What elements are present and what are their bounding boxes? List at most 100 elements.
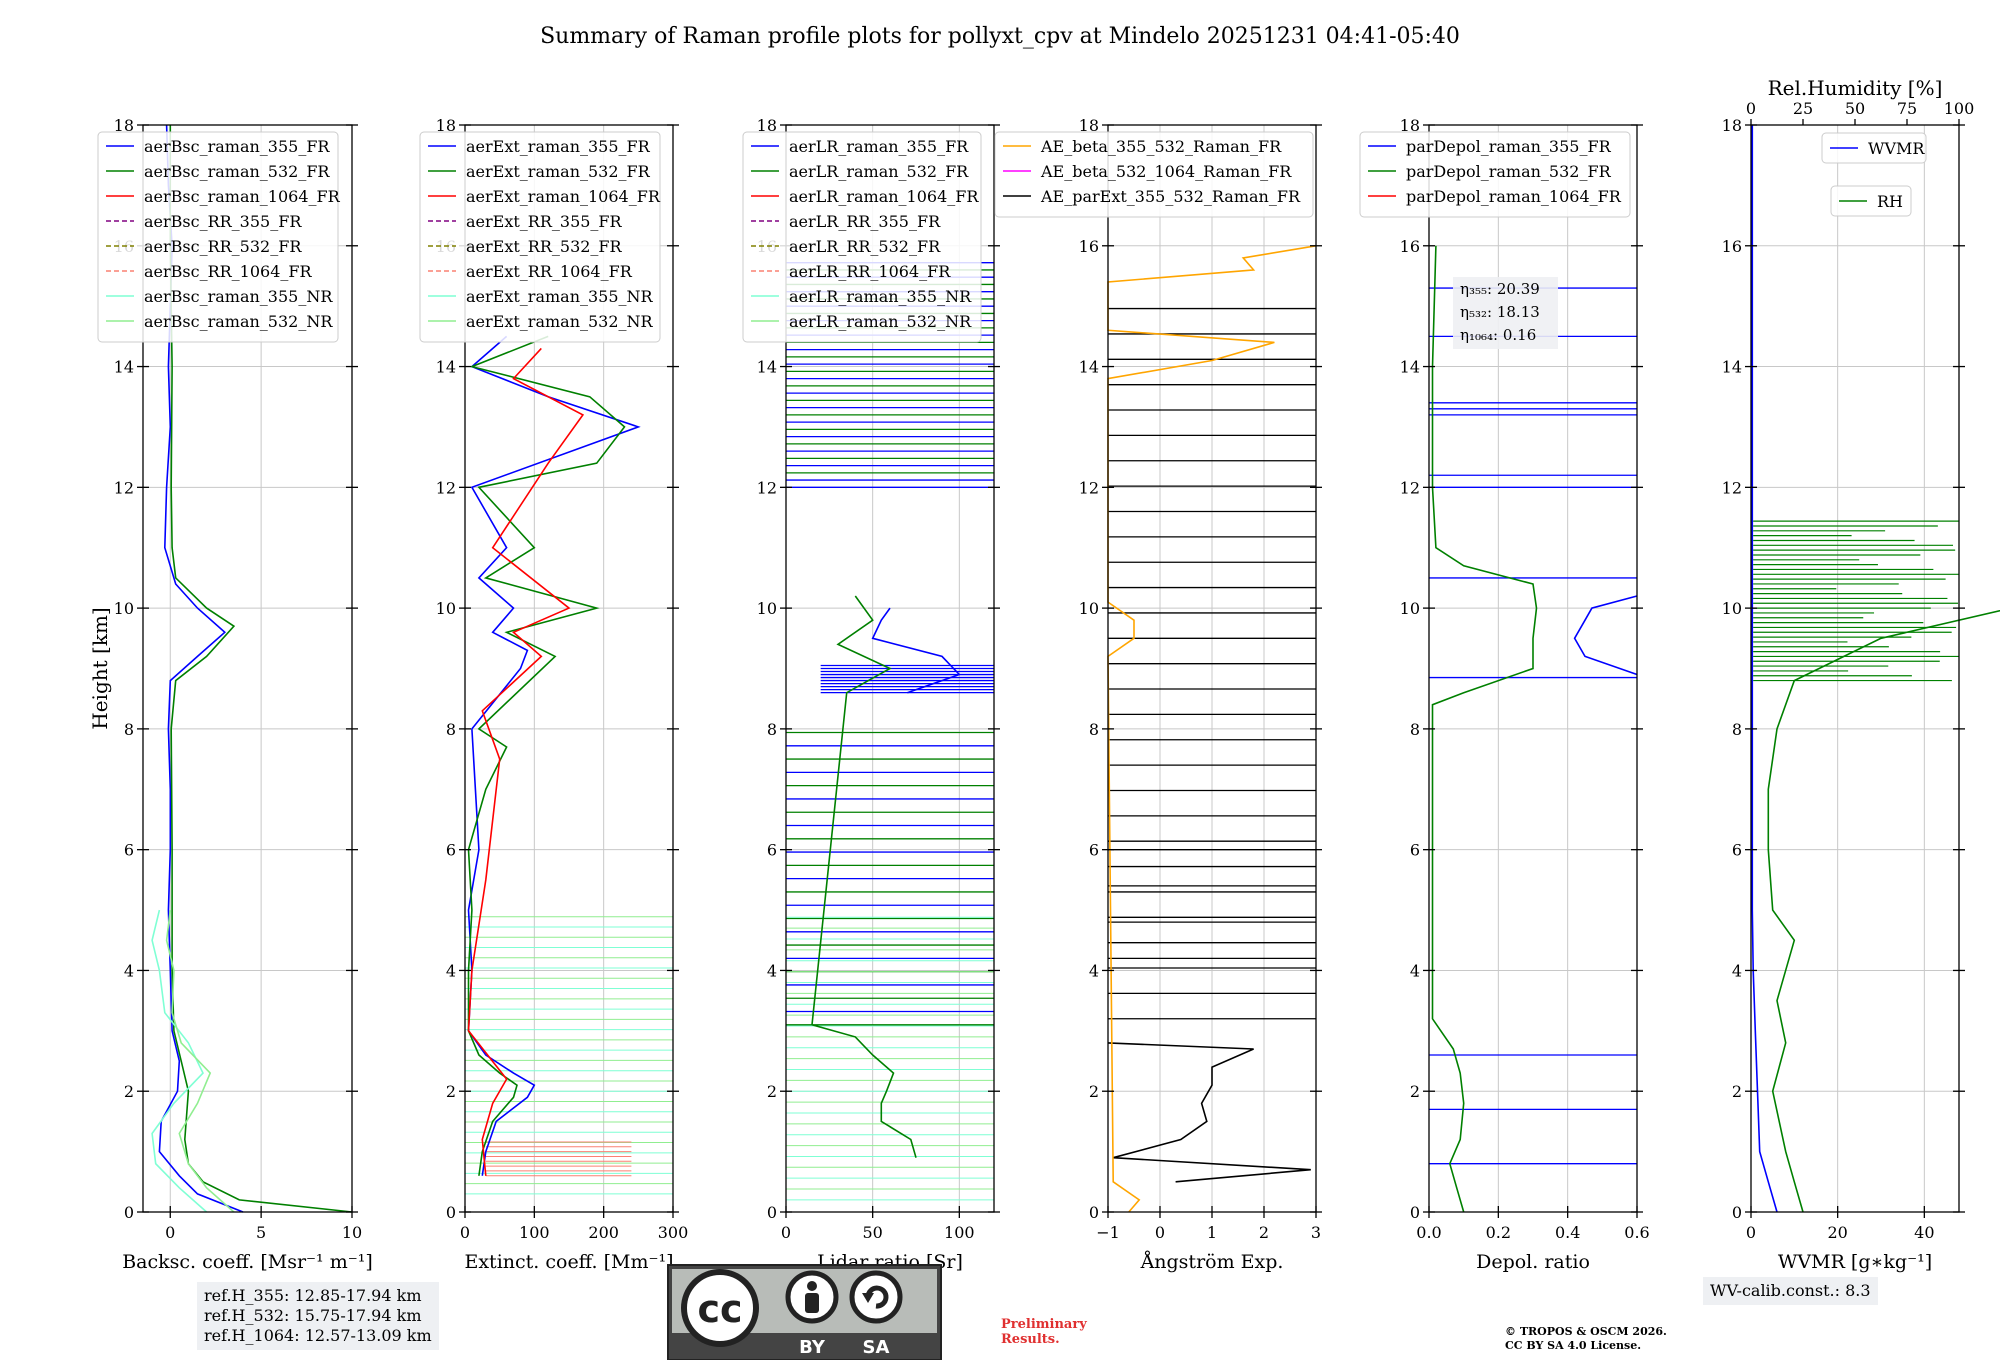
x-axis-depol: 0.0 0.2 0.4 0.6 [1416, 1206, 1650, 1242]
x-axis-label: Backsc. coeff. [Msr⁻¹ m⁻¹] [122, 1251, 373, 1273]
y-tick-label: 4 [1732, 961, 1742, 980]
y-tick-label: 6 [767, 841, 777, 860]
legend-entry: aerExt_RR_532_FR [466, 237, 623, 256]
top-tick-label: 0 [1746, 99, 1756, 118]
x-tick-label: 0.0 [1416, 1223, 1441, 1242]
legend-box [419, 131, 661, 343]
y-tick-label: 6 [1089, 841, 1099, 860]
y-tick-label: 14 [1400, 358, 1420, 377]
series-ext [467, 335, 641, 1176]
x-axis-lr: 0 50 100 [781, 1206, 975, 1242]
series-line [1751, 125, 1778, 1213]
y-tick-label: 0 [124, 1203, 134, 1222]
y-tick-label: 14 [1722, 358, 1742, 377]
x-axis-label: Extinct. coeff. [Mm⁻¹] [464, 1251, 673, 1273]
copyright-note: © TROPOS & OSCM 2026. CC BY SA 4.0 Licen… [1505, 1325, 1667, 1353]
x-tick-label: 100 [944, 1223, 975, 1242]
plot-frame [785, 124, 995, 1213]
y-tick-label: 2 [1089, 1082, 1099, 1101]
series-line [1107, 1042, 1311, 1183]
plot-frame [464, 124, 674, 1213]
y-tick-label: 2 [1732, 1082, 1742, 1101]
y-tick-label: 18 [1722, 116, 1742, 135]
legend-entry: aerExt_raman_355_FR [466, 137, 651, 156]
x-axis-label: Depol. ratio [1476, 1251, 1590, 1273]
y-tick-label: 10 [1079, 599, 1099, 618]
x-tick-label: 1 [1207, 1223, 1217, 1242]
y-tick-label: 10 [436, 599, 456, 618]
top-tick-label: 25 [1793, 99, 1813, 118]
eta-background [1453, 277, 1558, 349]
y-tick-label: 18 [757, 116, 777, 135]
y-tick-label: 8 [446, 720, 456, 739]
x-tick-label: 0 [781, 1223, 791, 1242]
x-axis-label: Ångström Exp. [1140, 1251, 1284, 1273]
y-tick-label: 0 [446, 1203, 456, 1222]
y-tick-label: 18 [436, 116, 456, 135]
x-tick-label: 0 [165, 1223, 175, 1242]
y-tick-label: 6 [1410, 841, 1420, 860]
wv-calib-box: WV-calib.const.: 8.3 [1703, 1277, 1878, 1305]
legend-entry: aerBsc_raman_355_FR [144, 137, 330, 156]
ref-h-532: ref.H_532: 15.75-17.94 km [204, 1306, 422, 1325]
x-tick-label: 200 [588, 1223, 619, 1242]
preliminary-line-1: Preliminary [1001, 1317, 1087, 1332]
series-line [811, 595, 917, 1158]
plot-frame [1428, 124, 1638, 1213]
cloud-lines-depol [1429, 287, 1637, 1165]
legend-wv: WVMR RH [1821, 132, 1927, 217]
y-axis-label: Height [km] [88, 607, 112, 729]
series-line [467, 335, 641, 1176]
y-tick-label: 12 [1400, 478, 1420, 497]
y-tick-label: 4 [767, 961, 777, 980]
legend-entry: aerLR_RR_355_FR [789, 212, 941, 231]
legend-entry: aerLR_raman_532_NR [789, 312, 972, 331]
legend-entry: aerLR_raman_355_NR [789, 287, 972, 306]
y-tick-label: 18 [1079, 116, 1099, 135]
legend-box [994, 131, 1314, 218]
x-axis-label: WVMR [g∗kg⁻¹] [1778, 1251, 1932, 1273]
legend-entry: aerExt_raman_1064_FR [466, 187, 661, 206]
y-tick-label: 14 [757, 358, 777, 377]
cloud-lines-wv [1753, 520, 1959, 682]
legend-lr: aerLR_raman_355_FR aerLR_raman_532_FR aerL… [742, 131, 982, 343]
legend-entry: aerLR_raman_532_FR [789, 162, 969, 181]
y-axis-ae: 0 2 4 6 8 10 12 14 16 18 [1079, 116, 1322, 1222]
sa-label: SA [863, 1337, 890, 1358]
y-tick-label: 8 [124, 720, 134, 739]
y-tick-label: 12 [1722, 478, 1742, 497]
y-tick-label: 8 [1410, 720, 1420, 739]
panel-bsc: 0246810121416180510Backsc. coeff. [Msr⁻¹… [88, 116, 373, 1273]
cc-icon [681, 1269, 759, 1347]
cloud-lines-ae [1108, 307, 1316, 1020]
legend-entry: aerExt_raman_532_NR [466, 312, 654, 331]
x-axis-wv: 0 20 40 [1746, 1206, 1935, 1242]
plot-frame [142, 124, 353, 1213]
y-tick-label: 18 [1400, 116, 1420, 135]
series-line [467, 347, 585, 1176]
legend-entry: aerExt_raman_355_NR [466, 287, 654, 306]
legend-entry: parDepol_raman_532_FR [1406, 162, 1612, 181]
legend-entry: AE_beta_355_532_Raman_FR [1040, 137, 1282, 156]
cloud-lines-lr [786, 262, 994, 1201]
cc-license-logo: cc BY SA [667, 1264, 942, 1360]
series-line [169, 125, 353, 1213]
plot-frame [1750, 124, 1960, 1213]
y-tick-label: 10 [1722, 599, 1742, 618]
x-tick-label: 2 [1259, 1223, 1269, 1242]
x-tick-label: 0.6 [1624, 1223, 1649, 1242]
figure-title: Summary of Raman profile plots for polly… [540, 24, 1460, 49]
x-tick-label: 40 [1914, 1223, 1934, 1242]
legend-entry: aerLR_RR_1064_FR [789, 262, 951, 281]
legend-box [97, 131, 339, 343]
ref-h-355: ref.H_355: 12.85-17.94 km [204, 1286, 422, 1305]
x-tick-label: 0.2 [1486, 1223, 1511, 1242]
legend-entry: aerLR_raman_355_FR [789, 137, 969, 156]
y-tick-label: 16 [1400, 237, 1420, 256]
y-tick-label: 12 [436, 478, 456, 497]
legend-entry: aerBsc_RR_532_FR [144, 237, 302, 256]
legend-entry: aerBsc_RR_355_FR [144, 212, 302, 231]
legend-entry: AE_parExt_355_532_Raman_FR [1040, 187, 1301, 206]
x-tick-label: 300 [658, 1223, 689, 1242]
